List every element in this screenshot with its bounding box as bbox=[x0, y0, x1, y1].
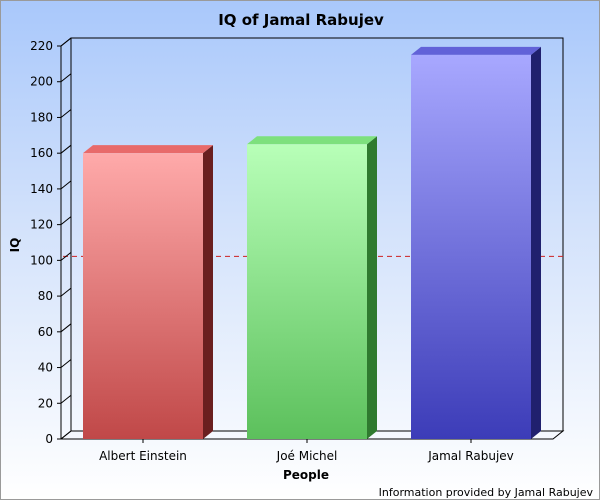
y-tick-depth bbox=[60, 37, 72, 47]
y-tick-label: 80 bbox=[38, 289, 53, 303]
y-tick-depth bbox=[60, 359, 72, 368]
x-tick-label: Joé Michel bbox=[276, 449, 338, 463]
y-tick-depth bbox=[60, 109, 72, 118]
credit-text: Information provided by Jamal Rabujev bbox=[379, 486, 594, 499]
y-tick-label: 60 bbox=[38, 325, 53, 339]
bar-3 bbox=[411, 46, 541, 439]
y-axis-label: IQ bbox=[8, 238, 22, 253]
y-tick-label: 220 bbox=[30, 39, 53, 53]
y-tick-depth bbox=[60, 287, 72, 297]
y-tick-label: 180 bbox=[30, 110, 53, 124]
y-tick-label: 160 bbox=[30, 146, 53, 160]
y-tick-label: 100 bbox=[30, 253, 53, 267]
bar-2 bbox=[247, 136, 377, 439]
chart-title: IQ of Jamal Rabujev bbox=[218, 11, 384, 29]
y-axis-ticks: 0 20 40 60 80 100 120 140 160 180 200 220 bbox=[30, 37, 72, 446]
y-tick-depth bbox=[60, 251, 72, 261]
y-tick-depth bbox=[60, 430, 72, 440]
bar-top bbox=[411, 46, 541, 55]
bar-top bbox=[83, 145, 213, 154]
bars bbox=[83, 46, 541, 439]
y-tick-depth bbox=[60, 216, 72, 226]
y-tick-depth bbox=[60, 144, 72, 154]
y-tick-label: 0 bbox=[45, 432, 53, 446]
bar-side bbox=[203, 145, 213, 439]
bar-front bbox=[411, 54, 531, 439]
y-tick-label: 40 bbox=[38, 361, 53, 375]
y-tick-depth bbox=[60, 323, 72, 333]
bar-side bbox=[531, 46, 541, 439]
x-tick-label: Jamal Rabujev bbox=[427, 449, 514, 463]
y-tick-depth bbox=[60, 394, 72, 404]
bar-side bbox=[367, 136, 377, 439]
bar-front bbox=[83, 153, 203, 439]
y-tick-label: 140 bbox=[30, 182, 53, 196]
bar-top bbox=[247, 136, 377, 145]
x-tick-label: Albert Einstein bbox=[99, 449, 187, 463]
y-tick-label: 120 bbox=[30, 218, 53, 232]
bar-1 bbox=[83, 145, 213, 439]
y-tick-depth bbox=[60, 73, 72, 83]
bar-front bbox=[247, 144, 367, 439]
y-tick-depth bbox=[60, 180, 72, 190]
y-tick-label: 20 bbox=[38, 396, 53, 410]
y-tick-label: 200 bbox=[30, 75, 53, 89]
x-axis-ticks: Albert Einstein Joé Michel Jamal Rabujev bbox=[99, 439, 514, 463]
x-axis-label: People bbox=[283, 468, 329, 482]
